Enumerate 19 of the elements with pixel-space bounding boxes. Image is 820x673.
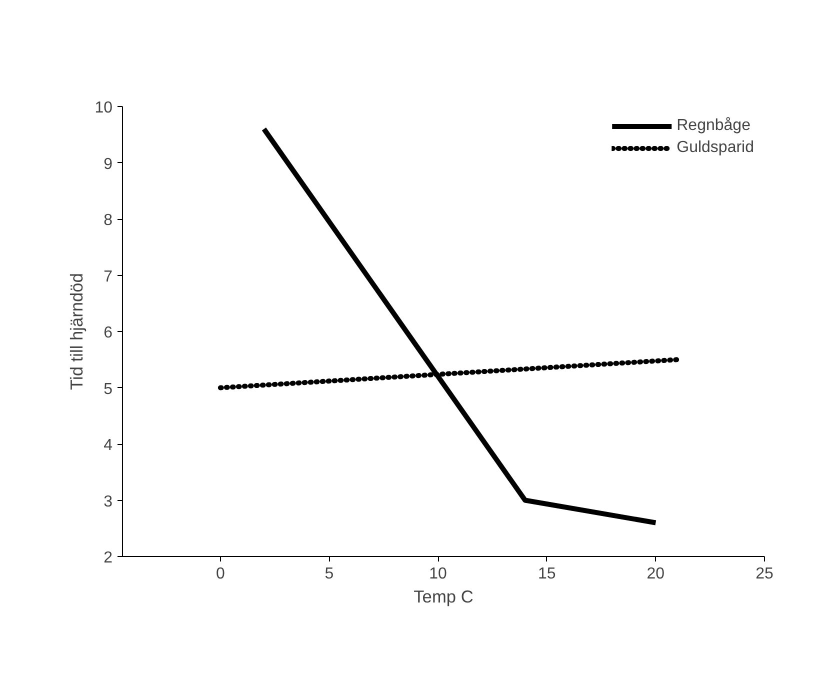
y-tick-label: 9 <box>104 156 113 173</box>
y-tick-label: 2 <box>104 550 113 566</box>
legend-label: Regnbåge <box>676 117 750 135</box>
x-tick-label: 20 <box>646 566 665 582</box>
x-tick-label: 15 <box>538 566 556 582</box>
y-tick-label: 7 <box>104 268 113 286</box>
y-tick-label: 6 <box>104 324 113 342</box>
y-tick-label: 4 <box>104 437 113 454</box>
y-tick-label: 5 <box>104 380 113 398</box>
legend-label: Guldsparid <box>676 139 754 157</box>
x-tick-label: 5 <box>324 566 334 582</box>
y-tick-label: 3 <box>104 493 113 510</box>
x-tick-label: 25 <box>756 566 774 582</box>
x-tick-label: 0 <box>216 566 225 582</box>
x-tick-label: 10 <box>429 566 448 582</box>
y-tick-label: 10 <box>94 100 113 116</box>
y-axis-title: Tid till hjärndöd <box>66 273 87 390</box>
y-tick-label: 8 <box>104 212 113 229</box>
x-axis-title: Temp C <box>414 586 474 606</box>
